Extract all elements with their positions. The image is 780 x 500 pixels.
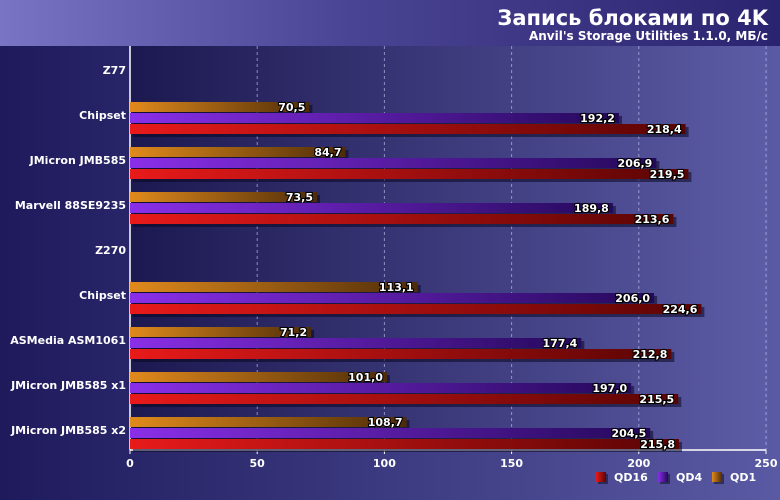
bar-qd1 [130,372,387,382]
group-header-label: Z77 [103,64,126,77]
bar-qd16 [130,169,689,179]
bar-qd16 [130,394,679,404]
bar-qd16 [130,349,672,359]
bar-qd16 [130,304,702,314]
value-label: 218,4 [647,123,682,136]
value-label: 212,8 [633,348,668,361]
value-label: 192,2 [580,112,615,125]
legend-label-qd1: QD1 [730,471,756,484]
legend-label-qd16: QD16 [614,471,648,484]
bar-qd1 [130,102,310,112]
value-label: 219,5 [650,168,685,181]
category-label: JMicron JMB585 x2 [10,424,126,437]
bar-qd4 [130,338,582,348]
value-label: 177,4 [543,337,578,350]
legend-swatch-qd4 [658,472,668,482]
x-tick-label: 0 [126,457,134,470]
bar-qd4 [130,158,657,168]
bar-qd1 [130,417,407,427]
value-label: 215,5 [639,393,674,406]
value-label: 206,9 [618,157,653,170]
value-label: 70,5 [278,101,305,114]
value-label: 215,8 [640,438,675,451]
legend-swatch-qd16 [596,472,606,482]
value-label: 101,0 [348,371,383,384]
bar-qd4 [130,428,651,438]
value-label: 71,2 [280,326,307,339]
chart-subtitle: Anvil's Storage Utilities 1.1.0, МБ/с [529,29,768,43]
value-label: 189,8 [574,202,609,215]
bar-qd1 [130,327,312,337]
value-label: 73,5 [286,191,313,204]
value-label: 108,7 [368,416,403,429]
bar-qd16 [130,124,686,134]
value-label: 213,6 [635,213,670,226]
value-label: 84,7 [314,146,341,159]
category-label: ASMedia ASM1061 [10,334,126,347]
bar-qd16 [130,439,679,449]
x-tick-label: 50 [250,457,266,470]
title-band [0,0,780,46]
group-header-label: Z270 [95,244,126,257]
x-tick-label: 100 [373,457,396,470]
plot-layer: 0 50 100 150 200 250 Z77 Chipset 70,5 192,2 218,4 J… [10,46,778,484]
bar-qd4 [130,293,655,303]
value-label: 197,0 [592,382,627,395]
x-tick-label: 250 [755,457,778,470]
category-label: Marvell 88SE9235 [15,199,126,212]
value-label: 113,1 [379,281,414,294]
category-label: JMicron JMB585 x1 [10,379,126,392]
category-label: JMicron JMB585 [29,154,126,167]
x-tick-label: 150 [500,457,523,470]
bar-qd4 [130,383,632,393]
category-label: Chipset [79,289,126,302]
bar-qd1 [130,147,346,157]
category-label: Chipset [79,109,126,122]
legend-swatch-qd1 [712,472,722,482]
chart-title: Запись блоками по 4K [497,6,768,30]
x-tick-label: 200 [627,457,650,470]
bar-qd1 [130,192,317,202]
bar-qd4 [130,113,619,123]
bar-qd4 [130,203,613,213]
bar-qd16 [130,214,674,224]
value-label: 204,5 [611,427,646,440]
legend-label-qd4: QD4 [676,471,702,484]
value-label: 224,6 [663,303,698,316]
bar-qd1 [130,282,418,292]
value-label: 206,0 [615,292,650,305]
